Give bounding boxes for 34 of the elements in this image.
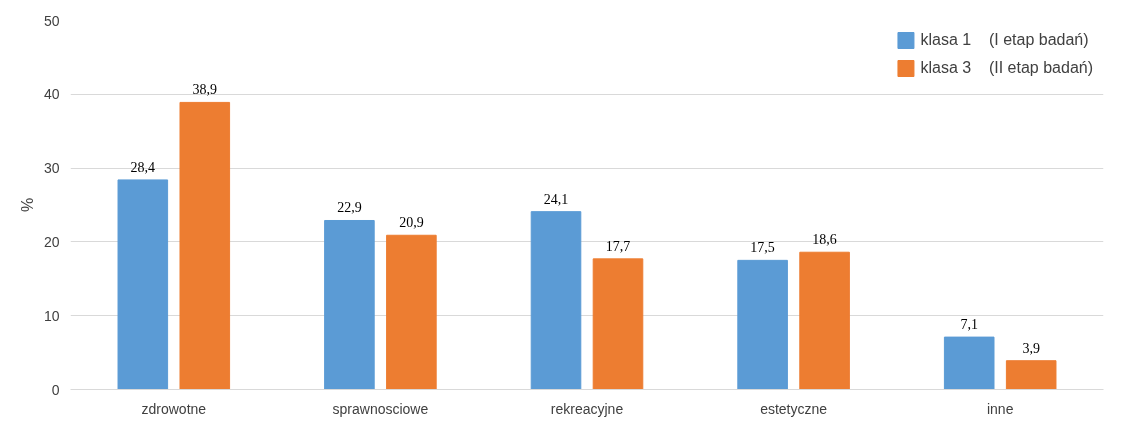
data-label: 17,5 [750,240,775,256]
data-label: 17,7 [605,238,631,254]
bar [799,251,850,390]
data-label: 38,9 [192,82,218,98]
y-tick-label: 10 [43,307,60,324]
bar [117,179,169,390]
bar [179,101,231,390]
legend-label: klasa 1 (I etap badań) [920,31,1089,49]
x-tick-label: sprawnosciowe [332,400,429,417]
bar [1005,360,1057,390]
data-label: 7,1 [960,317,978,333]
x-tick-label: rekreacyjne [550,400,624,417]
bar [943,336,995,390]
y-tick-label: 40 [43,86,60,103]
y-tick-label: 50 [43,12,60,29]
bar [530,211,582,390]
y-axis-title: % [18,197,36,213]
bar [592,258,644,390]
data-label: 3,9 [1022,340,1040,356]
y-tick-label: 30 [43,160,60,177]
data-label: 18,6 [812,232,837,248]
bar [324,220,375,390]
data-label: 20,9 [399,215,424,231]
bar [386,234,437,390]
bar [737,259,788,390]
x-tick-label: inne [986,400,1014,417]
y-tick-label: 0 [51,381,60,398]
x-tick-label: estetyczne [760,400,828,417]
data-label: 22,9 [337,200,362,216]
x-tick-label: zdrowotne [141,400,207,417]
y-tick-label: 20 [43,233,60,250]
data-label: 24,1 [543,191,569,207]
legend-label: klasa 3 (II etap badań) [920,59,1093,77]
data-label: 28,4 [130,159,156,175]
